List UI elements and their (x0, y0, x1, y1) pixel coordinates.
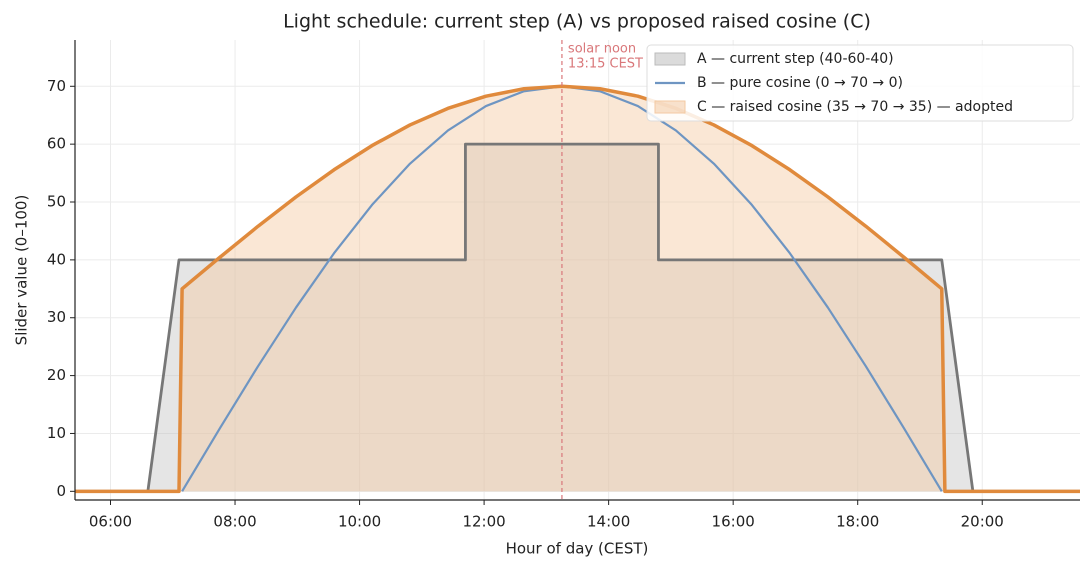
annotation: 13:15 CEST (568, 57, 643, 72)
legend-box (646, 44, 1074, 122)
legend: A — current step (40-60-40) B — pure cosi… (646, 44, 1074, 122)
y-tick-label: 50 (47, 193, 66, 211)
legend-swatch (654, 52, 686, 66)
annotation: solar noon (568, 42, 636, 57)
x-axis-label: Hour of day (CEST) (506, 540, 649, 558)
x-tick-label: 08:00 (213, 513, 256, 531)
x-tick-label: 16:00 (712, 513, 755, 531)
x-tick-label: 14:00 (587, 513, 630, 531)
area (75, 144, 1080, 492)
x-tick-label: 10:00 (338, 513, 381, 531)
line (75, 84, 1080, 494)
x-tick-label: 20:00 (961, 513, 1004, 531)
x-tick-label: 12:00 (462, 513, 505, 531)
legend-label: B — pure cosine (0 → 70 → 0) (697, 75, 903, 91)
chart-title: Light schedule: current step (A) vs prop… (283, 11, 871, 33)
legend-label: C — raised cosine (35 → 70 → 35) — adopt… (697, 99, 1013, 115)
y-tick-label: 0 (56, 482, 66, 500)
legend-label: A — current step (40-60-40) (697, 51, 894, 67)
y-axis-label: Slider value (0–100) (13, 195, 31, 346)
area (75, 86, 1080, 492)
y-tick-label: 20 (47, 366, 66, 384)
legend-swatch (654, 100, 686, 114)
y-tick-label: 40 (47, 250, 66, 268)
y-tick-label: 60 (47, 135, 66, 153)
y-tick-label: 70 (47, 77, 66, 95)
y-tick-label: 30 (47, 308, 66, 326)
y-tick-label: 10 (47, 424, 66, 442)
line (75, 142, 1080, 493)
x-tick-label: 06:00 (89, 513, 132, 531)
x-tick-label: 18:00 (836, 513, 879, 531)
